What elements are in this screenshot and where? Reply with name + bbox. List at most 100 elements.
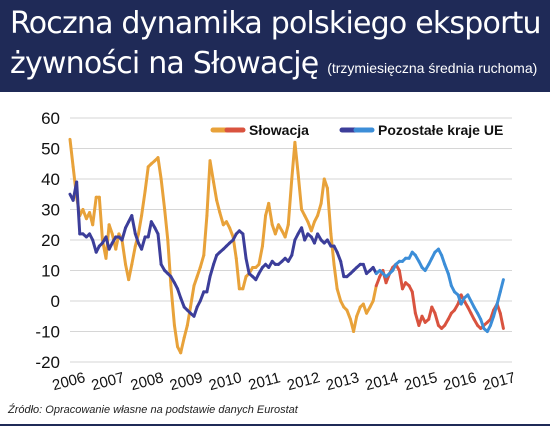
slovakia-line-segment xyxy=(179,336,186,355)
other-eu-data-point xyxy=(463,297,466,299)
slovakia-data-point xyxy=(274,233,277,235)
slovakia-line-segment xyxy=(182,323,189,340)
x-tick-label: 2012 xyxy=(285,369,322,394)
other-eu-data-point xyxy=(414,254,417,257)
slovakia-data-point xyxy=(183,336,186,339)
slovakia-data-point xyxy=(440,327,443,330)
slovakia-data-point xyxy=(378,275,381,278)
slovakia-data-point xyxy=(134,245,137,248)
slovakia-data-point xyxy=(95,196,98,199)
other-eu-data-point xyxy=(196,306,199,308)
other-eu-data-point xyxy=(303,239,306,241)
legend-slovakia-label: Słowacja xyxy=(249,122,309,138)
other-eu-data-point xyxy=(212,263,215,266)
slovakia-line-segment xyxy=(286,177,294,227)
other-eu-data-point xyxy=(394,263,397,266)
other-eu-data-point xyxy=(124,226,127,229)
slovakia-data-point xyxy=(372,300,375,302)
slovakia-data-point xyxy=(137,233,140,235)
slovakia-line-segment xyxy=(172,323,180,349)
other-eu-data-point xyxy=(183,306,186,308)
other-eu-data-point xyxy=(287,260,290,263)
other-eu-data-point xyxy=(398,260,401,263)
other-eu-data-point xyxy=(241,233,244,235)
other-eu-data-point xyxy=(418,260,420,263)
slovakia-data-point xyxy=(254,266,257,269)
other-eu-data-point xyxy=(166,272,169,275)
slovakia-data-point xyxy=(215,199,218,202)
other-eu-data-point xyxy=(411,251,414,254)
slovakia-data-point xyxy=(447,318,450,321)
slovakia-data-point xyxy=(251,266,254,269)
slovakia-line-segment xyxy=(283,223,290,239)
slovakia-data-point xyxy=(147,165,150,168)
other-eu-data-point xyxy=(359,263,362,266)
other-eu-data-point xyxy=(470,300,472,302)
slovakia-data-point xyxy=(163,208,166,211)
bottom-divider xyxy=(0,424,550,426)
slovakia-data-point xyxy=(290,178,293,180)
slovakia-line-segment xyxy=(91,195,98,227)
slovakia-data-point xyxy=(303,214,306,217)
slovakia-data-point xyxy=(385,281,387,284)
slovakia-line-segment xyxy=(97,195,104,242)
other-eu-line-segment xyxy=(479,317,486,330)
other-eu-line-segment xyxy=(488,314,496,327)
other-eu-data-point xyxy=(111,242,114,244)
other-eu-data-point xyxy=(297,233,299,235)
other-eu-data-point xyxy=(248,272,251,275)
other-eu-data-point xyxy=(215,254,218,257)
slovakia-data-point xyxy=(284,236,287,238)
slovakia-data-point xyxy=(430,306,433,308)
other-eu-data-point xyxy=(193,315,195,318)
x-tick-label: 2009 xyxy=(168,369,205,394)
slovakia-line-segment xyxy=(208,159,216,184)
slovakia-line-segment xyxy=(410,290,417,315)
slovakia-data-point xyxy=(297,172,299,174)
other-eu-data-point xyxy=(267,266,270,269)
slovakia-data-point xyxy=(365,312,368,315)
slovakia-line-segment xyxy=(163,208,170,242)
other-eu-line-segment xyxy=(446,272,453,288)
other-eu-data-point xyxy=(251,275,254,278)
other-eu-data-point xyxy=(496,303,499,305)
other-eu-data-point xyxy=(443,263,446,266)
slovakia-data-point xyxy=(479,327,482,330)
other-eu-data-point xyxy=(82,233,84,235)
slovakia-line-segment xyxy=(120,238,128,266)
chart-subtitle: (trzymiesięczna średnia ruchoma) xyxy=(327,60,538,76)
slovakia-data-point xyxy=(404,281,407,284)
slovakia-data-point xyxy=(245,275,247,278)
slovakia-data-point xyxy=(294,141,296,144)
other-eu-line-segment xyxy=(244,256,251,276)
slovakia-line-segment xyxy=(68,137,75,169)
slovakia-data-point xyxy=(382,269,384,272)
slovakia-data-point xyxy=(470,312,472,315)
other-eu-line-segment xyxy=(130,214,137,236)
other-eu-data-point xyxy=(245,257,247,260)
other-eu-line-segment xyxy=(290,238,297,257)
slovakia-data-point xyxy=(473,318,475,321)
slovakia-line-segment xyxy=(345,308,352,321)
other-eu-data-point xyxy=(228,242,231,244)
other-eu-line-segment xyxy=(495,290,502,306)
slovakia-line-segment xyxy=(228,226,235,239)
slovakia-data-point xyxy=(264,214,267,217)
other-eu-data-point xyxy=(225,245,228,248)
other-eu-data-point xyxy=(281,260,283,263)
other-eu-data-point xyxy=(157,233,159,235)
other-eu-data-point xyxy=(342,275,345,278)
slovakia-data-point xyxy=(300,208,303,211)
slovakia-data-point xyxy=(258,263,260,266)
other-eu-data-point xyxy=(232,239,235,241)
other-eu-line-segment xyxy=(443,262,450,276)
slovakia-line-segment xyxy=(241,275,248,291)
other-eu-data-point xyxy=(153,226,156,229)
other-eu-data-point xyxy=(117,236,120,238)
y-tick-label: -20 xyxy=(35,353,60,372)
other-eu-line-segment xyxy=(192,305,199,318)
slovakia-data-point xyxy=(189,306,192,308)
title-banner: Roczna dynamika polskiego eksportu żywno… xyxy=(0,0,550,92)
slovakia-data-point xyxy=(326,187,329,190)
other-eu-line-segment xyxy=(440,253,447,266)
